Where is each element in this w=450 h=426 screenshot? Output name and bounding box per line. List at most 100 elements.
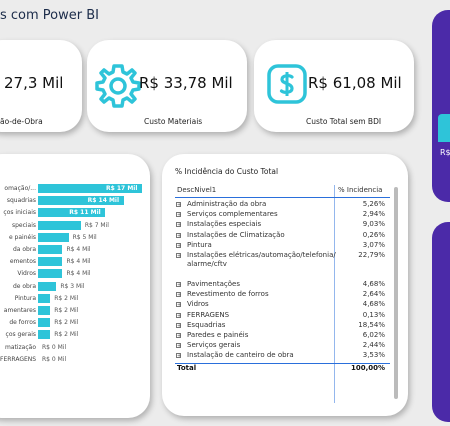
expand-icon[interactable]: + — [176, 253, 182, 259]
bar-category-label: de obra — [12, 282, 36, 290]
bar[interactable] — [38, 245, 63, 254]
row-name: Serviços gerais — [187, 341, 241, 350]
page-title: s com Power BI — [0, 8, 99, 23]
expand-icon[interactable]: + — [176, 202, 182, 208]
expand-icon[interactable]: + — [176, 222, 182, 229]
table-row[interactable]: + Administração da obra 5,26% — [175, 200, 390, 210]
bar[interactable] — [38, 257, 63, 267]
bar-category-label: ços gerais — [5, 331, 36, 339]
expand-icon[interactable]: + — [176, 232, 182, 239]
kpi-card-total[interactable]: R$ 61,08 Mil Custo Total sem BDI — [254, 40, 414, 132]
bar[interactable] — [38, 318, 51, 328]
row-name: Instalações de Climatização — [187, 230, 285, 239]
kpi-total-value: R$ 61,08 Mil — [308, 74, 402, 92]
bar-row[interactable]: ços iniciais R$ 11 Mil — [0, 207, 148, 218]
bar-category-label: de forros — [9, 319, 36, 327]
table-row[interactable]: + Instalação de canteiro de obra 3,53% — [175, 351, 390, 361]
bar[interactable] — [38, 220, 81, 230]
gauge-arc — [438, 114, 450, 142]
table-column-divider — [334, 185, 335, 403]
bar-row[interactable]: de forros R$ 2 Mil — [0, 317, 148, 328]
bar-row[interactable]: omação/... R$ 17 Mil — [0, 183, 148, 194]
bar[interactable] — [38, 293, 51, 303]
table-row[interactable]: + Serviços complementares 2,94% — [175, 210, 390, 220]
bar[interactable] — [38, 281, 57, 291]
table-row[interactable]: + Pavimentações 4,68% — [175, 280, 390, 290]
side-panel-value: R$ — [440, 148, 450, 157]
bar-row[interactable]: ementos R$ 4 Mil — [0, 256, 148, 267]
bar-value-label: R$ 11 Mil — [69, 209, 101, 217]
expand-icon[interactable]: + — [176, 212, 182, 219]
row-pct: 3,53% — [362, 351, 385, 360]
expand-icon[interactable]: + — [176, 282, 182, 288]
bar-row[interactable]: matização R$ 0 Mil — [0, 342, 148, 353]
kpi-card-materials[interactable]: R$ 33,78 Mil Custo Materiais — [87, 40, 247, 132]
bar-category-label: ços iniciais — [3, 209, 36, 217]
table-row[interactable]: + Vidros 4,68% — [175, 300, 390, 310]
bar[interactable] — [38, 208, 106, 218]
row-pct: 4,68% — [362, 280, 385, 288]
side-panel-bottom[interactable] — [432, 222, 450, 422]
table-row[interactable]: + Revestimento de forros 2,64% — [175, 290, 390, 300]
bar-row[interactable]: e painéis R$ 5 Mil — [0, 232, 148, 243]
bar-value-label: R$ 3 Mil — [60, 282, 85, 290]
row-name: Paredes e painéis — [187, 331, 249, 339]
expand-icon[interactable]: + — [176, 333, 182, 339]
expand-icon[interactable]: + — [176, 292, 182, 299]
kpi-labor-value: 27,3 Mil — [4, 74, 64, 92]
bar-row[interactable]: speciais R$ 7 Mil — [0, 220, 148, 231]
expand-icon[interactable]: + — [176, 242, 182, 249]
table-row[interactable]: + FERRAGENS 0,13% — [175, 311, 390, 321]
row-pct: 6,02% — [362, 331, 385, 339]
bar-row[interactable]: Pintura R$ 2 Mil — [0, 293, 148, 304]
bar-category-label: speciais — [11, 221, 36, 229]
total-label: Total — [177, 363, 197, 372]
kpi-total-label: Custo Total sem BDI — [306, 117, 382, 126]
table-row[interactable]: + Serviços gerais 2,44% — [175, 341, 390, 351]
bar[interactable] — [38, 184, 142, 193]
table-scrollbar[interactable] — [394, 187, 398, 399]
row-name: Instalação de canteiro de obra — [187, 351, 294, 360]
side-panel-top[interactable]: R$ — [432, 10, 450, 202]
table-header-pct[interactable]: % Incidencia — [338, 186, 383, 194]
row-name: Revestimento de forros — [187, 290, 269, 299]
expand-icon[interactable]: + — [176, 312, 182, 319]
bar[interactable] — [38, 330, 51, 340]
bar-row[interactable]: amentares R$ 2 Mil — [0, 305, 148, 316]
bar-value-label: R$ 0 Mil — [42, 343, 67, 351]
table-row[interactable]: + Instalações de Climatização 0,26% — [175, 231, 390, 241]
row-pct: 0,13% — [362, 310, 385, 319]
row-name: Pavimentações — [187, 280, 240, 288]
bar[interactable] — [38, 269, 63, 279]
bar-value-label: R$ 4 Mil — [66, 270, 91, 278]
row-pct: 22,79% — [358, 251, 385, 259]
bar-row[interactable]: ços gerais R$ 2 Mil — [0, 329, 148, 340]
row-name: Vidros — [187, 300, 209, 309]
bar-row[interactable]: da obra R$ 4 Mil — [0, 244, 148, 255]
bar-category-label: Vidros — [17, 270, 36, 278]
table-row[interactable]: + Esquadrias 18,54% — [175, 321, 390, 331]
table-header-desc[interactable]: DescNivel1 — [177, 186, 217, 194]
bar[interactable] — [38, 232, 69, 242]
table-row[interactable]: + Instalações elétricas/automação/telefon… — [175, 251, 390, 280]
bar[interactable] — [38, 196, 124, 206]
expand-icon[interactable]: + — [176, 322, 182, 329]
bar[interactable] — [38, 306, 51, 315]
table-row[interactable]: + Pintura 3,07% — [175, 241, 390, 251]
expand-icon[interactable]: + — [176, 343, 182, 350]
bar-row[interactable]: squadrias R$ 14 Mil — [0, 195, 148, 206]
row-pct: 2,64% — [362, 290, 385, 299]
expand-icon[interactable]: + — [176, 302, 182, 309]
kpi-card-labor[interactable]: 27,3 Mil ão-de-Obra — [0, 40, 82, 132]
bar-row[interactable]: Vidros R$ 4 Mil — [0, 268, 148, 279]
table-row[interactable]: + Paredes e painéis 6,02% — [175, 331, 390, 341]
table-row[interactable]: + Instalações especiais 9,03% — [175, 220, 390, 230]
bar-row[interactable]: FERRAGENS R$ 0 Mil — [0, 354, 148, 365]
expand-icon[interactable]: + — [176, 353, 182, 360]
bar-row[interactable]: de obra R$ 3 Mil — [0, 281, 148, 292]
bar-category-label: matização — [4, 343, 36, 351]
row-pct: 0,26% — [362, 230, 385, 239]
bar-value-label: R$ 2 Mil — [54, 319, 79, 327]
bar-category-label: Pintura — [14, 294, 36, 302]
bar-category-label: ementos — [9, 258, 36, 266]
